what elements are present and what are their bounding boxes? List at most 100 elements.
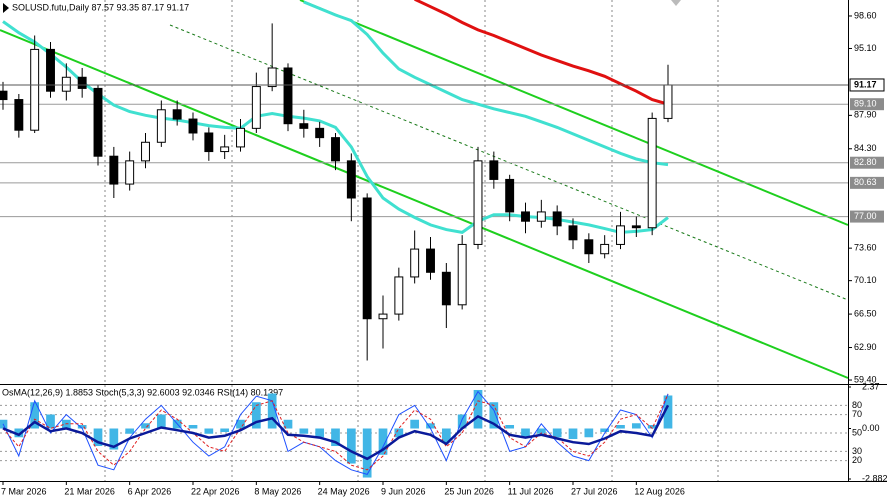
x-tick-label: 9 Jun 2026 (381, 486, 426, 496)
last-price-box (849, 78, 885, 92)
y-tick-label: 66.50 (854, 308, 877, 318)
candle-body (77, 76, 87, 89)
osma-bar (251, 402, 261, 429)
y-tick-label: 73.60 (854, 243, 877, 253)
osma-bar (394, 428, 404, 438)
candle-body (426, 248, 435, 273)
candle-body (61, 76, 71, 92)
osma-bar (489, 402, 499, 429)
candle-body (568, 225, 578, 241)
osma-bar (552, 428, 562, 438)
level-box (850, 210, 884, 223)
osma-bar (584, 428, 594, 438)
osma-bar (631, 423, 641, 429)
candle-body (473, 160, 483, 245)
candle-body (109, 155, 119, 185)
y-tick-label: 62.90 (854, 342, 877, 352)
y-tick-label: 70.10 (854, 275, 877, 285)
candle-body (14, 99, 24, 131)
candle-body (521, 211, 530, 222)
scroll-marker (671, 0, 681, 6)
candle-body (331, 137, 340, 162)
line-series (303, 0, 669, 167)
osma-bar (616, 425, 625, 429)
osma-bar (663, 395, 673, 429)
candle-body (267, 67, 277, 88)
osma-bar (647, 425, 657, 429)
y-tick-label: 84.30 (854, 143, 877, 153)
x-tick-label: 24 May 2026 (318, 486, 370, 496)
candle-body (251, 86, 261, 129)
osma-bar (568, 428, 578, 440)
candle-body (220, 146, 230, 153)
osma-bar (346, 428, 356, 464)
last-price-label: 91.17 (854, 79, 877, 89)
y2-tick-label: 70 (852, 409, 862, 419)
osma-bar (267, 393, 277, 429)
osma-bar (473, 389, 483, 429)
osma-bar (331, 428, 340, 447)
osma-bar (457, 414, 467, 429)
y2-tick-label: 30 (852, 446, 862, 456)
osma-bar (156, 414, 166, 429)
x-tick-label: 6 Apr 2026 (128, 486, 172, 496)
osma-bar (125, 428, 135, 434)
candle-body (93, 87, 103, 157)
level-label: 77.00 (854, 211, 877, 221)
candle-body (46, 48, 55, 92)
y-tick-label: 95.10 (854, 43, 877, 53)
candle-body (505, 178, 515, 213)
osma-bar (426, 423, 435, 429)
osma-bar (600, 428, 610, 433)
candle-body (441, 271, 451, 306)
candle-body (0, 90, 8, 101)
line-series (2, 390, 669, 475)
candle-body (552, 211, 562, 227)
osma-bar (30, 402, 40, 429)
level-box (850, 98, 884, 111)
candle-body (236, 127, 245, 148)
osma-bar (236, 419, 245, 429)
panel-frame (0, 0, 887, 482)
osma-bar (315, 428, 325, 438)
level-label: 89.10 (854, 99, 877, 109)
level-label: 80.63 (854, 177, 877, 187)
level-box (850, 156, 884, 169)
candle-body (172, 109, 182, 120)
x-tick-label: 12 Aug 2026 (634, 486, 685, 496)
candle-body (631, 225, 641, 229)
osma-bar (46, 414, 55, 429)
osma-bar (93, 428, 103, 447)
y-tick-label: 2.37 (862, 381, 880, 391)
y2-tick-label: 20 (852, 455, 862, 465)
y-tick-label: 98.60 (854, 10, 877, 20)
x-tick-label: 8 May 2026 (254, 486, 301, 496)
candle-body (315, 127, 325, 139)
title-icon (3, 3, 9, 13)
line-series (414, 0, 669, 106)
level-label: 82.80 (854, 157, 877, 167)
osma-bar (441, 428, 451, 443)
indicator-title: OsMA(12,26,9) 1.8853 Stoch(5,3,3) 92.600… (2, 387, 283, 397)
osma-bar (505, 425, 515, 429)
osma-bar (536, 428, 546, 434)
candle-body (283, 67, 293, 125)
candle-body (616, 225, 625, 245)
candle-body (536, 211, 546, 222)
y2-tick-label: 50 (852, 427, 862, 437)
candle-body (141, 141, 150, 162)
candle-body (378, 313, 388, 320)
osma-bar (77, 425, 87, 429)
candle-body (489, 160, 499, 180)
y-tick-label: -2.8829 (862, 473, 887, 483)
candle-body (410, 248, 420, 278)
candle-body (299, 123, 309, 129)
candle-body (600, 243, 610, 255)
osma-bar (141, 423, 150, 429)
x-tick-label: 7 Mar 2026 (1, 486, 47, 496)
x-tick-label: 21 Mar 2026 (64, 486, 115, 496)
osma-bar (204, 428, 214, 434)
